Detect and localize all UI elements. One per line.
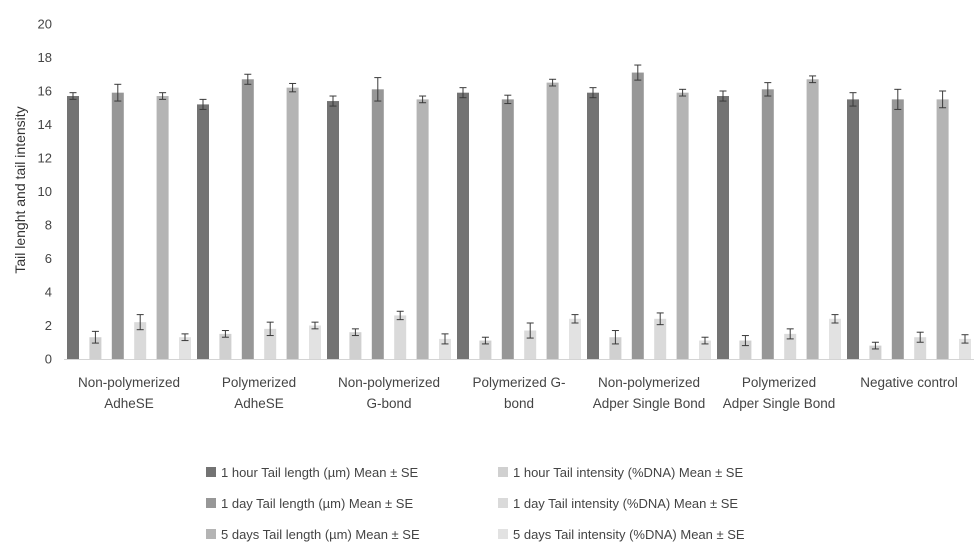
y-tick-label: 14 [38, 117, 52, 132]
bar [806, 79, 819, 360]
bar-series-group [67, 64, 971, 360]
bar [847, 99, 859, 359]
bar [654, 318, 667, 359]
y-axis-ticks: 0 2 4 6 8 10 12 14 16 18 20 [38, 17, 52, 367]
category-label: Non-polymerized [598, 375, 700, 390]
bar [936, 99, 949, 359]
bar [241, 79, 254, 360]
category-label: Polymerized G- [472, 375, 565, 390]
bar [959, 338, 971, 359]
legend: 1 hour Tail length (µm) Mean ± SE 1 hour … [206, 465, 745, 542]
category-labels: Non-polymerized AdheSE Polymerized AdheSE No… [78, 375, 958, 411]
y-tick-label: 8 [45, 218, 52, 233]
legend-swatch [206, 467, 216, 477]
legend-swatch [498, 529, 508, 539]
category-label: bond [504, 396, 534, 411]
category-label: Non-polymerized [78, 375, 180, 390]
bar [501, 99, 514, 359]
bar [479, 340, 492, 359]
category-label: AdheSE [104, 396, 154, 411]
bar [219, 333, 232, 359]
y-tick-label: 16 [38, 84, 52, 99]
y-tick-label: 0 [45, 352, 52, 367]
bar [156, 96, 169, 360]
bar [699, 340, 711, 359]
bar [587, 92, 599, 360]
bar [829, 318, 841, 359]
bar [309, 325, 321, 359]
category-label: AdheSE [234, 396, 284, 411]
bar [891, 99, 904, 359]
bar [717, 96, 729, 360]
bar [371, 89, 384, 359]
bar [676, 92, 689, 360]
bar [264, 328, 277, 359]
y-axis-title: Tail lenght and tail intensity [12, 106, 28, 273]
bar [546, 82, 559, 359]
bar [111, 92, 124, 360]
bar [349, 332, 362, 359]
y-tick-label: 18 [38, 50, 52, 65]
y-tick-label: 12 [38, 151, 52, 166]
legend-swatch [206, 529, 216, 539]
legend-label: 5 days Tail intensity (%DNA) Mean ± SE [513, 527, 745, 542]
bar [609, 337, 622, 359]
y-tick-label: 10 [38, 184, 52, 199]
legend-swatch [206, 498, 216, 508]
bar [457, 92, 469, 360]
bar [286, 87, 299, 360]
bar [394, 315, 407, 359]
bar [416, 99, 429, 359]
y-tick-label: 20 [38, 17, 52, 32]
bar [569, 318, 581, 359]
y-tick-label: 6 [45, 251, 52, 266]
category-label: Negative control [860, 375, 958, 390]
bar [179, 337, 191, 359]
legend-label: 1 hour Tail intensity (%DNA) Mean ± SE [513, 465, 743, 480]
legend-label: 5 days Tail length (µm) Mean ± SE [221, 527, 420, 542]
y-tick-label: 4 [45, 285, 52, 300]
bar [197, 104, 209, 360]
legend-label: 1 hour Tail length (µm) Mean ± SE [221, 465, 419, 480]
category-label: G-bond [366, 396, 411, 411]
bar [631, 72, 644, 359]
bar [784, 333, 797, 359]
y-tick-label: 2 [45, 318, 52, 333]
legend-label: 1 day Tail length (µm) Mean ± SE [221, 496, 413, 511]
legend-swatch [498, 498, 508, 508]
legend-swatch [498, 467, 508, 477]
category-label: Adper Single Bond [723, 396, 836, 411]
category-label: Polymerized [742, 375, 816, 390]
bar [761, 89, 774, 359]
legend-label: 1 day Tail intensity (%DNA) Mean ± SE [513, 496, 738, 511]
bar [67, 96, 79, 360]
category-label: Polymerized [222, 375, 296, 390]
category-label: Adper Single Bond [593, 396, 706, 411]
bar [134, 322, 147, 359]
bar [327, 101, 339, 360]
category-label: Non-polymerized [338, 375, 440, 390]
